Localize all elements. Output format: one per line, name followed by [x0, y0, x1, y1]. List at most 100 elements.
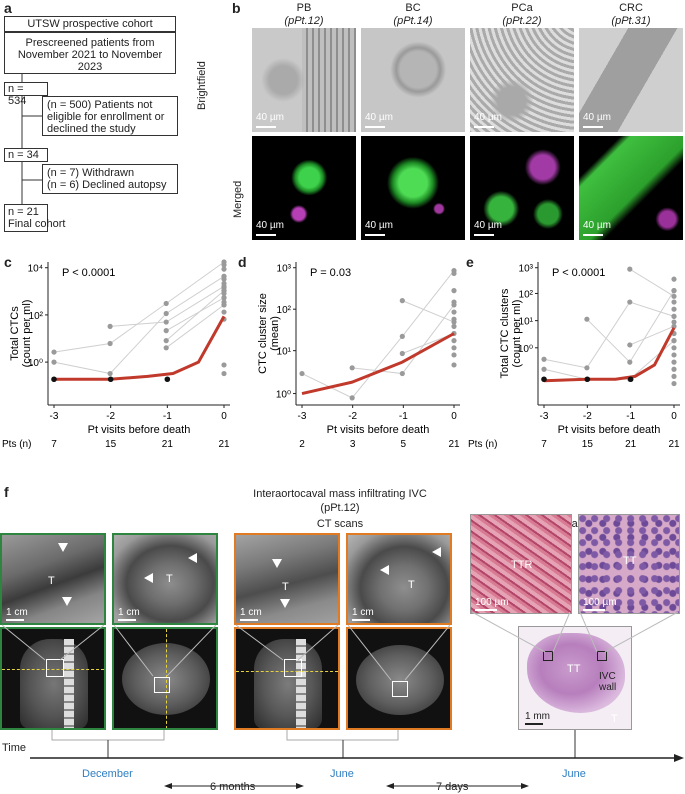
ct-tumor-label-3: T	[282, 581, 289, 593]
b-col-title-2: PCa	[511, 2, 533, 14]
scalebar	[240, 619, 258, 621]
data-point	[221, 262, 227, 268]
x-tick-label: -3	[50, 411, 59, 422]
overview-label-tt: TT	[567, 663, 581, 675]
data-point	[107, 340, 113, 347]
data-point	[627, 266, 633, 272]
data-point	[671, 338, 677, 344]
pts-count: 21	[448, 439, 460, 450]
trend-line	[543, 327, 676, 383]
x-axis-label: Pt visits before death	[88, 424, 191, 436]
y-label-2: (mean)	[269, 316, 281, 351]
data-point	[349, 365, 355, 371]
baseline-point	[107, 376, 114, 383]
time-label: Time	[2, 742, 27, 754]
scale-cm: 1 cm	[240, 607, 262, 618]
pts-count: 2	[299, 439, 305, 450]
scale-cm: 1 cm	[118, 607, 140, 618]
baseline-point	[51, 376, 57, 383]
panel-label-d: d	[238, 254, 247, 270]
pts-count: 7	[51, 439, 57, 450]
flow-n534: n = 534	[4, 82, 48, 107]
data-point	[451, 352, 457, 358]
series-line	[402, 300, 455, 323]
scale-text: 40 µm	[474, 112, 502, 123]
y-label-2: (count per ml)	[21, 300, 33, 368]
data-point	[399, 350, 405, 357]
series-line	[629, 325, 675, 346]
pts-count: 21	[625, 439, 637, 450]
pts-count: 15	[105, 439, 117, 450]
b-brightfield-image-1: 40 µm	[361, 28, 465, 132]
data-point	[399, 370, 405, 377]
data-point	[163, 328, 169, 334]
arrowhead-icon	[144, 573, 153, 583]
data-point	[627, 299, 633, 305]
b-col-title-3: CRC	[619, 2, 643, 14]
data-point	[671, 319, 677, 325]
arrowhead-icon	[188, 553, 197, 563]
y-tick-label: 10⁰	[518, 344, 533, 355]
data-point	[671, 293, 677, 299]
y-label-1: Total CTC clusters	[499, 288, 511, 378]
data-point	[541, 356, 547, 362]
ivc-line2: wall	[599, 682, 617, 693]
series-line	[301, 270, 455, 399]
y-tick-label: 10²	[277, 305, 292, 316]
data-point	[163, 345, 169, 351]
histology-overview: TT IVC wall T 1 mm	[518, 626, 632, 730]
scalebar	[352, 619, 370, 621]
data-point	[451, 316, 457, 322]
scale-mm: 1 mm	[525, 711, 550, 722]
baseline-point	[627, 376, 634, 383]
ct-zoom-1: T 1 cm	[0, 533, 106, 625]
data-point	[349, 395, 355, 401]
series-line	[629, 268, 675, 297]
y-label-2: (count per ml)	[511, 300, 523, 368]
x-axis-label: Pt visits before death	[558, 424, 661, 436]
arrowhead-icon	[62, 597, 72, 606]
data-point	[163, 338, 169, 344]
data-point	[671, 352, 677, 358]
scalebar	[256, 234, 276, 236]
data-point	[221, 302, 227, 308]
data-point	[221, 295, 227, 301]
flow-withdrawn: (n = 7) Withdrawn	[47, 167, 135, 179]
data-point	[51, 359, 57, 365]
data-point	[671, 366, 677, 372]
p-value: P < 0.0001	[552, 267, 605, 279]
scale-um: 100 µm	[583, 597, 617, 608]
series-line	[53, 261, 225, 353]
x-tick-label: 0	[451, 411, 457, 422]
x-tick-label: -2	[583, 411, 592, 422]
series-line	[165, 297, 225, 332]
x-tick-label: -3	[540, 411, 549, 422]
f-title-2: (pPt.12)	[320, 502, 360, 514]
pts-count: 5	[401, 439, 407, 450]
data-point	[399, 333, 405, 339]
b-brightfield-image-2: 40 µm	[470, 28, 574, 132]
data-point	[671, 306, 677, 312]
scale-text: 40 µm	[583, 112, 611, 123]
ct-tumor-label-1: T	[48, 575, 55, 587]
flow-box-cohort: UTSW prospective cohort	[4, 16, 176, 32]
data-point	[107, 370, 113, 377]
pts-count: 21	[668, 439, 680, 450]
flow-n21: n = 21	[8, 206, 39, 218]
interval-6-months: 6 months	[210, 781, 256, 793]
x-tick-label: -2	[348, 411, 357, 422]
x-tick-label: -2	[106, 411, 115, 422]
y-tick-label: 10²	[519, 289, 534, 300]
scalebar	[256, 126, 276, 128]
data-point	[51, 349, 57, 355]
histology-tt: TT 100 µm	[578, 514, 680, 614]
pts-count: 7	[541, 439, 547, 450]
x-axis-label: Pt visits before death	[327, 424, 430, 436]
x-tick-label: -1	[626, 411, 635, 422]
scale-um: 100 µm	[475, 597, 509, 608]
pts-count: 15	[582, 439, 594, 450]
data-point	[399, 298, 405, 304]
data-point	[451, 299, 457, 305]
b-brightfield-image-0: 40 µm	[252, 28, 356, 132]
